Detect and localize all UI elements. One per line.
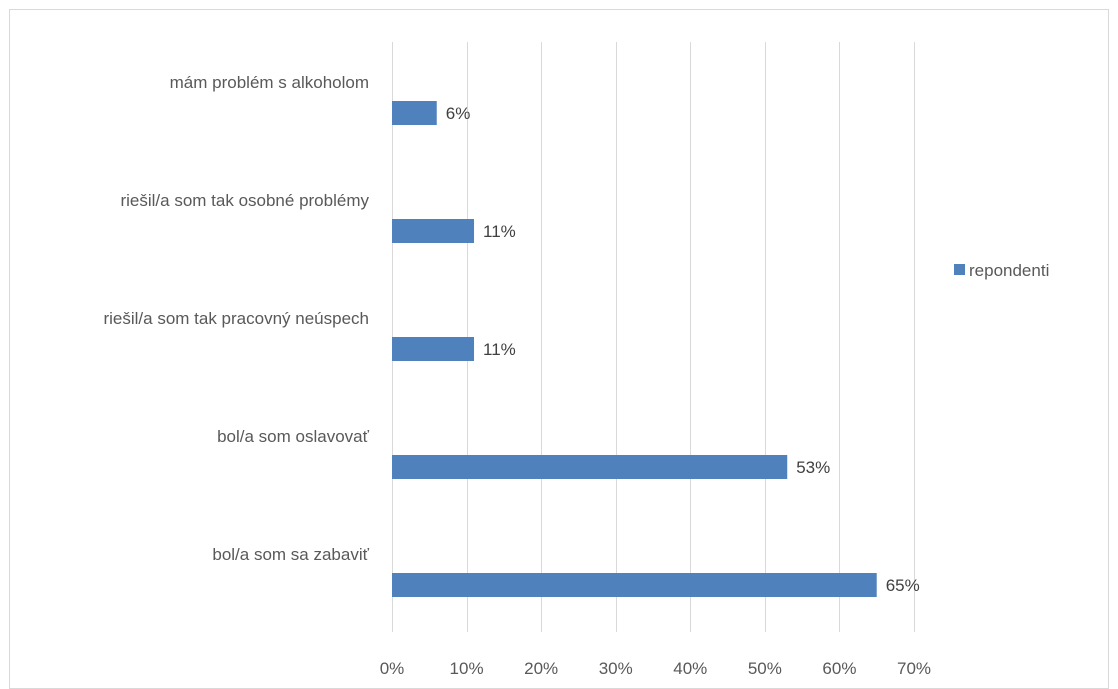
x-tick-label: 30% xyxy=(599,659,633,678)
legend-label: repondenti xyxy=(969,261,1049,280)
bar xyxy=(392,101,437,125)
data-label: 6% xyxy=(446,104,471,123)
category-labels: mám problém s alkoholom riešil/a som tak … xyxy=(103,73,369,564)
category-label: bol/a som sa zabaviť xyxy=(212,545,369,564)
bar xyxy=(392,337,475,361)
data-label: 11% xyxy=(483,340,516,359)
x-tick-label: 50% xyxy=(748,659,782,678)
bar xyxy=(392,573,877,597)
x-tick-label: 20% xyxy=(524,659,558,678)
category-label: mám problém s alkoholom xyxy=(170,73,369,92)
x-tick-label: 40% xyxy=(673,659,707,678)
data-labels: 6% 11% 11% 53% 65% xyxy=(446,104,920,595)
legend-swatch xyxy=(954,264,965,275)
bar xyxy=(392,455,788,479)
bar xyxy=(392,219,475,243)
x-tick-label: 10% xyxy=(450,659,484,678)
gridlines xyxy=(392,42,915,632)
category-label: riešil/a som tak osobné problémy xyxy=(120,191,369,210)
category-label: riešil/a som tak pracovný neúspech xyxy=(103,309,369,328)
data-label: 11% xyxy=(483,222,516,241)
bars xyxy=(392,101,877,597)
data-label: 53% xyxy=(796,458,830,477)
x-tick-label: 70% xyxy=(897,659,931,678)
legend: repondenti xyxy=(954,261,1049,280)
data-label: 65% xyxy=(886,576,920,595)
category-label: bol/a som oslavovať xyxy=(217,427,370,446)
x-axis-tick-labels: 0% 10% 20% 30% 40% 50% 60% 70% xyxy=(380,659,931,678)
x-tick-label: 60% xyxy=(822,659,856,678)
x-tick-label: 0% xyxy=(380,659,405,678)
